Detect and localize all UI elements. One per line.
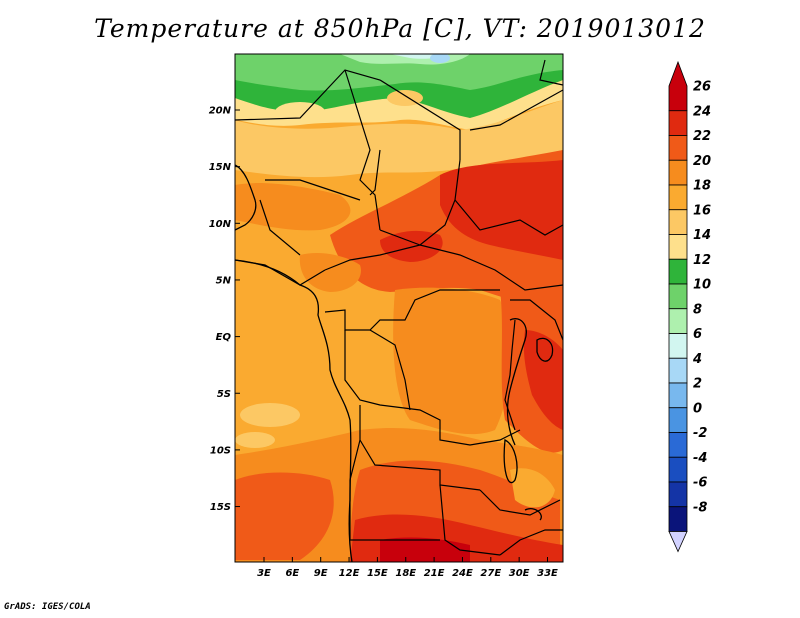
lat-tick-label: 5N xyxy=(216,275,232,286)
lon-tick-label: 18E xyxy=(395,568,416,579)
colorbar-label: 22 xyxy=(693,129,711,144)
colorbar-swatch xyxy=(668,333,688,359)
lon-tick-label: 9E xyxy=(314,568,328,579)
lat-tick-label: 15S xyxy=(210,502,231,513)
lat-tick-label: 5S xyxy=(217,389,231,400)
lon-tick-label: 30E xyxy=(509,568,530,579)
colorbar-swatch xyxy=(668,234,688,260)
coastline xyxy=(235,164,554,562)
colorbar-swatch xyxy=(668,382,688,409)
longitude-axis: 3E 6E 9E 12E 15E 18E 21E 24E 27E 30E 33E xyxy=(257,557,558,579)
colorbar-label: 10 xyxy=(693,278,711,293)
colorbar-label: -2 xyxy=(693,426,707,441)
lat-tick-label: 10S xyxy=(210,445,231,456)
map-frame xyxy=(234,53,564,563)
colorbar-label: 4 xyxy=(692,352,702,367)
lon-tick-label: 6E xyxy=(285,568,299,579)
latitude-axis: 20N 15N 10N 5N EQ 5S 10S 15S xyxy=(209,106,240,513)
colorbar-swatch xyxy=(668,432,688,458)
lon-tick-label: 3E xyxy=(257,568,271,579)
colorbar-label: 16 xyxy=(693,203,711,218)
chart-title: Temperature at 850hPa [C], VT: 201901301… xyxy=(94,14,706,43)
colorbar-swatch xyxy=(668,506,688,532)
colorbar-label: 0 xyxy=(693,401,702,416)
colorbar-swatch xyxy=(668,308,688,334)
lon-tick-label: 27E xyxy=(480,568,501,579)
lat-tick-label: 10N xyxy=(209,219,232,230)
colorbar-swatch xyxy=(668,135,688,161)
colorbar-label: -8 xyxy=(693,500,707,515)
colorbar-swatch xyxy=(668,283,688,310)
colorbar-swatch xyxy=(668,258,688,285)
lon-tick-label: 33E xyxy=(537,568,558,579)
lon-tick-label: 12E xyxy=(339,568,360,579)
colorbar-swatch xyxy=(668,357,688,384)
colorbar-label: 2 xyxy=(693,377,702,392)
colorbar-label: 26 xyxy=(693,80,711,95)
colorbar-label: 6 xyxy=(693,327,702,342)
lat-tick-label: 15N xyxy=(209,162,232,173)
lon-tick-label: 15E xyxy=(367,568,388,579)
colorbar-label: 20 xyxy=(693,154,711,169)
colorbar-swatch xyxy=(668,159,688,186)
colorbar-swatch xyxy=(668,60,688,112)
lon-tick-label: 24E xyxy=(452,568,473,579)
colorbar-swatch xyxy=(668,481,688,508)
credit-text: GrADS: IGES/COLA xyxy=(4,602,91,612)
colorbar-label: 8 xyxy=(693,302,702,317)
colorbar-label: -6 xyxy=(693,476,707,491)
colorbar-swatch xyxy=(668,110,688,136)
lon-tick-label: 21E xyxy=(424,568,445,579)
colorbar-label: 12 xyxy=(693,253,711,268)
lat-tick-label: EQ xyxy=(216,332,232,343)
colorbar-swatch xyxy=(668,184,688,211)
lat-tick-label: 20N xyxy=(209,106,232,117)
colorbar-label: -4 xyxy=(693,451,707,466)
temperature-field xyxy=(235,54,563,562)
colorbar-label: 24 xyxy=(693,104,711,119)
colorbar-swatch xyxy=(668,407,688,433)
colorbar-label: 14 xyxy=(693,228,711,243)
colorbar-bottom-cap xyxy=(668,531,688,553)
colorbar-swatch xyxy=(668,456,688,483)
colorbar-label: 18 xyxy=(693,179,711,194)
colorbar-swatch xyxy=(668,209,688,235)
